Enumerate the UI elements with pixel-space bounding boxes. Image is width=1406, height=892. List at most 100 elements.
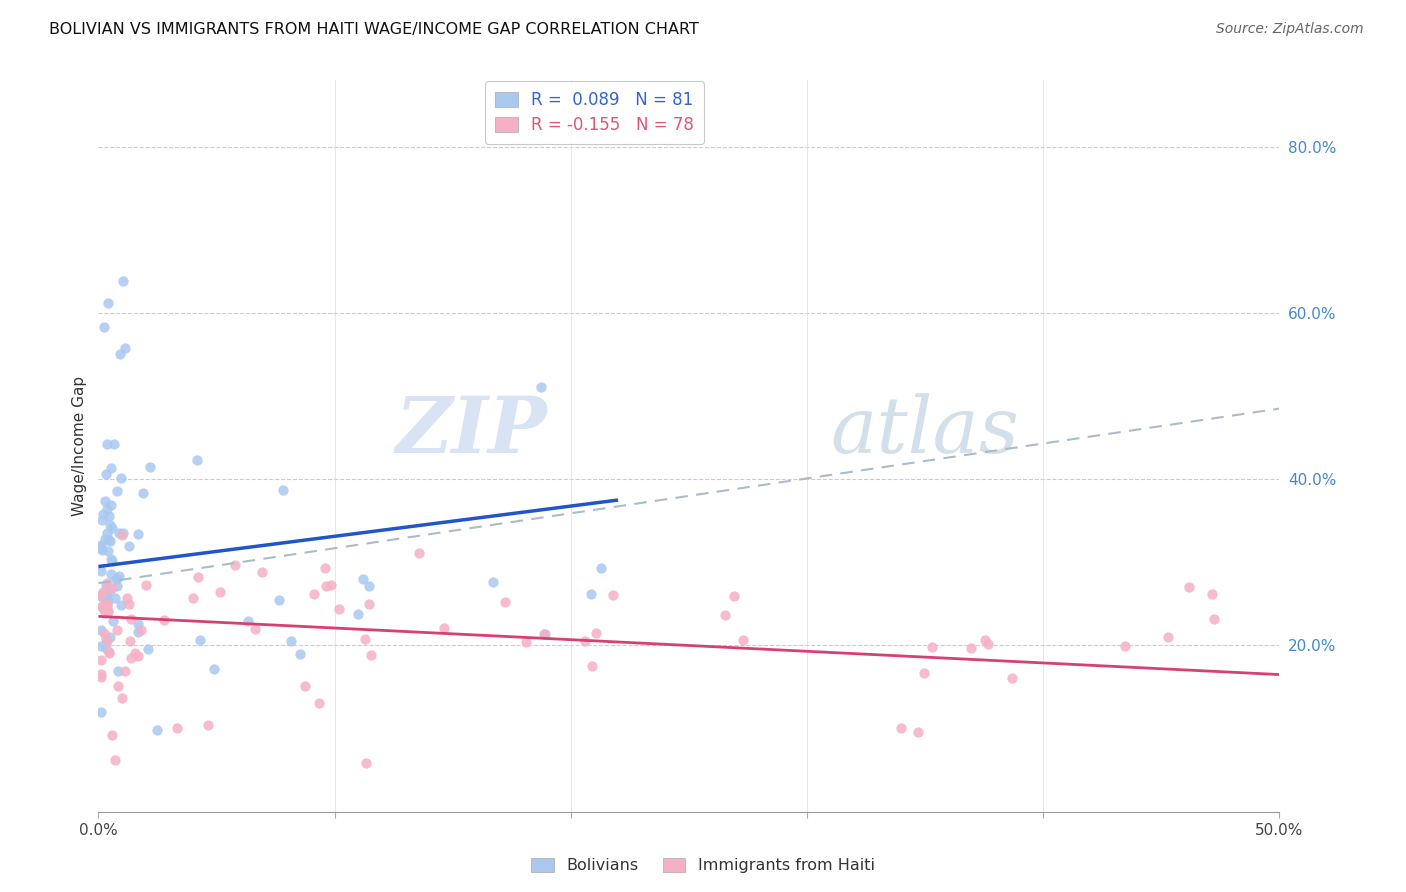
Point [127,624,149,639]
Point [269,593,291,607]
Point [96,502,118,516]
Point [98,630,121,644]
Point [186,453,208,467]
Point [90,588,112,602]
Point [93,626,115,640]
Point [197,718,219,732]
Point [94,641,117,656]
Point [100,552,122,566]
Point [91,599,114,613]
Text: atlas: atlas [831,393,1019,469]
Point [1204,612,1226,626]
Point [90,639,112,653]
Point [117,539,139,553]
Point [90,538,112,552]
Point [974,632,997,647]
Point [90,564,112,578]
Point [98,645,121,659]
Point [103,615,125,629]
Point [907,724,929,739]
Point [105,573,128,587]
Point [127,648,149,663]
Point [118,598,141,612]
Point [591,561,613,575]
Point [98,585,121,599]
Point [96,467,118,481]
Point [408,546,430,560]
Point [236,614,259,628]
Point [359,579,381,593]
Point [482,574,505,589]
Point [105,483,128,498]
Point [494,595,516,609]
Point [290,648,312,662]
Point [581,658,603,673]
Point [107,679,129,693]
Point [921,640,943,654]
Point [135,578,157,592]
Point [890,721,912,735]
Point [90,541,112,556]
Point [352,572,374,586]
Point [308,697,330,711]
Point [94,589,117,603]
Point [723,589,745,603]
Point [354,756,377,770]
Point [187,570,209,584]
Point [96,599,118,614]
Point [1178,580,1201,594]
Point [243,623,266,637]
Point [1001,671,1024,685]
Point [714,608,737,623]
Point [146,723,169,738]
Text: BOLIVIAN VS IMMIGRANTS FROM HAITI WAGE/INCOME GAP CORRELATION CHART: BOLIVIAN VS IMMIGRANTS FROM HAITI WAGE/I… [49,22,699,37]
Point [91,591,114,605]
Point [94,578,117,592]
Point [166,721,188,735]
Point [97,605,120,619]
Point [93,319,115,334]
Point [314,561,336,575]
Point [90,542,112,557]
Point [90,666,112,681]
Point [960,641,983,656]
Point [139,460,162,475]
Point [108,569,131,583]
Point [103,436,125,450]
Point [294,679,316,693]
Point [321,578,343,592]
Point [91,600,114,615]
Point [433,620,456,634]
Point [602,588,624,602]
Point [114,665,136,679]
Point [328,601,350,615]
Point [581,587,603,601]
Point [1114,640,1136,654]
Point [111,525,134,540]
Point [110,471,132,485]
Point [105,623,128,637]
Point [280,634,302,648]
Point [111,527,134,541]
Point [100,567,122,582]
Point [188,633,211,648]
Point [93,533,115,547]
Point [90,670,112,684]
Point [100,460,122,475]
Point [91,513,114,527]
Point [114,341,136,355]
Point [111,690,134,705]
Point [90,541,112,555]
Point [120,612,142,626]
Point [101,554,124,568]
Point [574,634,596,648]
Point [100,521,122,535]
Point [515,634,537,648]
Point [302,587,325,601]
Point [104,753,127,767]
Point [354,632,377,646]
Point [107,664,129,678]
Point [105,579,128,593]
Point [91,507,114,521]
Point [131,486,153,500]
